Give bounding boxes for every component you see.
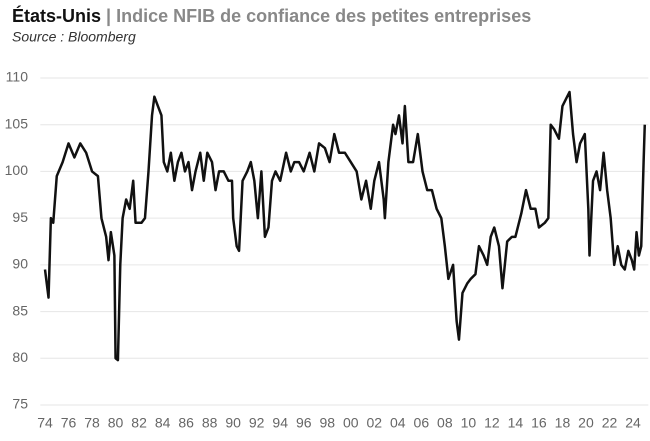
title-country: États-Unis <box>12 5 101 26</box>
y-tick-label: 110 <box>6 69 29 85</box>
x-tick-label: 76 <box>61 415 77 431</box>
x-tick-label: 16 <box>531 415 547 431</box>
x-tick-label: 04 <box>390 415 406 431</box>
x-tick-label: 82 <box>131 415 147 431</box>
subtitle: Source : Bloomberg <box>12 29 136 45</box>
x-tick-label: 98 <box>319 415 335 431</box>
line <box>43 90 647 362</box>
x-tick-label: 78 <box>84 415 100 431</box>
y-tick-label: 105 <box>5 115 29 131</box>
y-tick-label: 95 <box>12 209 28 225</box>
x-tick-label: 02 <box>366 415 382 431</box>
x-tick-label: 20 <box>578 415 594 431</box>
y-tick-label: 90 <box>12 256 28 272</box>
x-tick-label: 12 <box>484 415 500 431</box>
y-tick-label: 75 <box>12 396 28 412</box>
y-tick-label: 85 <box>12 302 28 318</box>
x-tick-label: 84 <box>155 415 171 431</box>
x-tick-label: 08 <box>437 415 453 431</box>
x-tick-label: 18 <box>555 415 571 431</box>
x-tick-label: 06 <box>414 415 430 431</box>
x-tick-label: 86 <box>178 415 194 431</box>
x-tick-label: 10 <box>461 415 477 431</box>
x-tick-label: 90 <box>225 415 241 431</box>
x-tick-label: 88 <box>202 415 218 431</box>
title-text: Indice NFIB de confiance des petites ent… <box>116 6 531 26</box>
y-tick-label: 100 <box>5 162 29 178</box>
y-tick-label: 80 <box>12 349 28 365</box>
x-tick-label: 94 <box>272 415 288 431</box>
x-tick-label: 14 <box>508 415 524 431</box>
x-tick-label: 74 <box>37 415 53 431</box>
x-tick-label: 96 <box>296 415 312 431</box>
x-tick-label: 00 <box>343 415 359 431</box>
chart-title: États-Unis | Indice NFIB de confiance de… <box>12 5 531 26</box>
x-tick-label: 24 <box>625 415 641 431</box>
x-tick-label: 92 <box>249 415 265 431</box>
x-tick-label: 22 <box>602 415 618 431</box>
title-separator: | <box>106 6 111 26</box>
x-tick-label: 80 <box>108 415 124 431</box>
